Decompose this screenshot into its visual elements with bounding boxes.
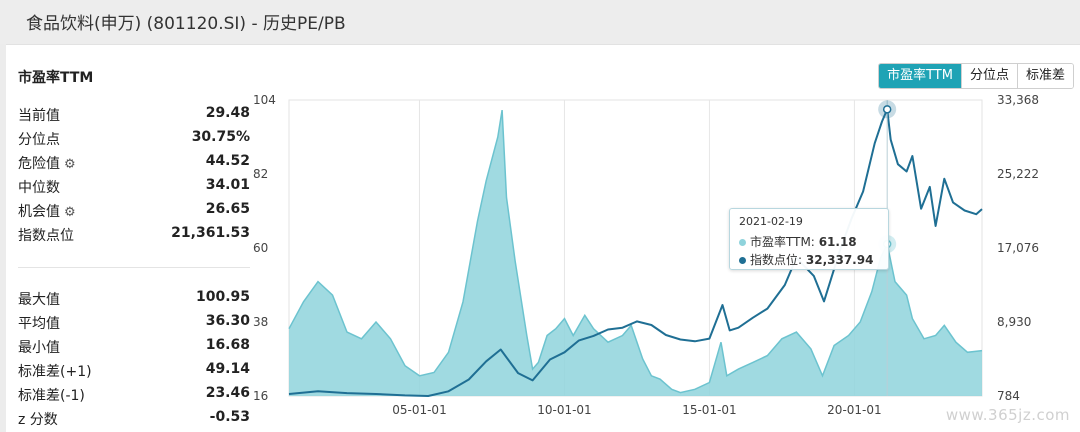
- stat-label: 最小值: [18, 340, 60, 356]
- tab-std-dev[interactable]: 标准差: [1016, 64, 1073, 88]
- pe-ttm-area: [289, 110, 982, 396]
- chart-tooltip: 2021-02-19 市盈率TTM: 61.18 指数点位: 32,337.94: [729, 208, 889, 270]
- stat-value: 44.52: [205, 153, 250, 169]
- stat-label: 危险值 ⚙: [18, 153, 76, 173]
- stats-divider: [18, 267, 250, 268]
- x-tick-label: 15-01-01: [682, 403, 736, 417]
- stat-row-percentile: 分位点 30.75%: [18, 129, 250, 151]
- stat-row-mean: 平均值 36.30: [18, 313, 250, 335]
- stat-label: 中位数: [18, 180, 60, 196]
- tooltip-index-label: 指数点位:: [750, 253, 803, 267]
- stat-label: 平均值: [18, 316, 60, 332]
- stat-row-std-plus: 标准差(+1) 49.14: [18, 361, 250, 383]
- stat-value: 21,361.53: [171, 225, 250, 241]
- tooltip-pe-value: 61.18: [818, 235, 857, 249]
- pe-dot-icon: [739, 239, 746, 246]
- stat-value: 29.48: [205, 105, 250, 121]
- gear-icon[interactable]: ⚙: [64, 157, 76, 172]
- y-left-tick-label: 82: [253, 167, 268, 181]
- y-left-tick-label: 104: [253, 93, 276, 107]
- index-hover-point: [882, 105, 892, 114]
- stat-label: 当前值: [18, 108, 60, 124]
- stat-label: 机会值 ⚙: [18, 201, 76, 221]
- stat-row-danger: 危险值 ⚙ 44.52: [18, 153, 250, 175]
- stat-value: 26.65: [205, 201, 250, 217]
- stat-row-min: 最小值 16.68: [18, 337, 250, 359]
- stat-label-text: 危险值: [18, 156, 60, 172]
- tooltip-pe-line: 市盈率TTM: 61.18: [739, 233, 857, 250]
- index-dot-icon: [739, 257, 746, 264]
- tooltip-index-line: 指数点位: 32,337.94: [739, 251, 873, 268]
- x-tick-label: 10-01-01: [537, 403, 591, 417]
- stat-value: -0.53: [209, 409, 250, 425]
- stat-row-opportunity: 机会值 ⚙ 26.65: [18, 201, 250, 223]
- tooltip-pe-label: 市盈率TTM:: [750, 235, 815, 249]
- stat-row-zscore: z 分数 -0.53: [18, 409, 250, 431]
- stat-value: 34.01: [205, 177, 250, 193]
- index-points-line: [288, 108, 983, 397]
- stat-label: 分位点: [18, 132, 60, 148]
- y-left-tick-label: 60: [253, 241, 268, 255]
- stat-label: 标准差(+1): [18, 364, 92, 380]
- tooltip-date: 2021-02-19: [739, 215, 803, 228]
- page-header: 食品饮料(申万) (801120.SI) - 历史PE/PB: [0, 0, 1080, 44]
- stat-label: 指数点位: [18, 228, 74, 244]
- stat-value: 30.75%: [191, 129, 250, 145]
- stat-label: 最大值: [18, 292, 60, 308]
- stat-label: z 分数: [18, 412, 58, 428]
- stat-value: 36.30: [205, 313, 250, 329]
- stat-row-index-points: 指数点位 21,361.53: [18, 225, 250, 247]
- y-right-tick-label: 784: [997, 389, 1020, 403]
- page-title: 食品饮料(申万) (801120.SI) - 历史PE/PB: [26, 14, 346, 34]
- y-left-tick-label: 16: [253, 389, 268, 403]
- tooltip-index-value: 32,337.94: [805, 253, 874, 267]
- gear-icon[interactable]: ⚙: [64, 205, 76, 220]
- stat-label: 标准差(-1): [18, 388, 85, 404]
- stat-row-current: 当前值 29.48: [18, 105, 250, 127]
- tab-pe-ttm[interactable]: 市盈率TTM: [879, 64, 961, 88]
- y-right-tick-label: 8,930: [997, 315, 1031, 329]
- stat-value: 23.46: [205, 385, 250, 401]
- stat-label-text: 机会值: [18, 204, 60, 220]
- x-tick-label: 05-01-01: [392, 403, 446, 417]
- y-right-tick-label: 17,076: [997, 241, 1039, 255]
- card-title: 市盈率TTM: [18, 70, 94, 86]
- watermark: www.365jz.com: [945, 406, 1070, 424]
- stat-value: 100.95: [195, 289, 250, 305]
- y-right-tick-label: 25,222: [997, 167, 1039, 181]
- stat-row-median: 中位数 34.01: [18, 177, 250, 199]
- stat-row-std-minus: 标准差(-1) 23.46: [18, 385, 250, 407]
- stat-row-max: 最大值 100.95: [18, 289, 250, 311]
- metric-tabs: 市盈率TTM 分位点 标准差: [878, 63, 1074, 89]
- tab-percentile[interactable]: 分位点: [960, 64, 1017, 88]
- stat-value: 49.14: [205, 361, 250, 377]
- x-tick-label: 20-01-01: [827, 403, 881, 417]
- stat-value: 16.68: [205, 337, 250, 353]
- y-left-tick-label: 38: [253, 315, 268, 329]
- y-right-tick-label: 33,368: [997, 93, 1039, 107]
